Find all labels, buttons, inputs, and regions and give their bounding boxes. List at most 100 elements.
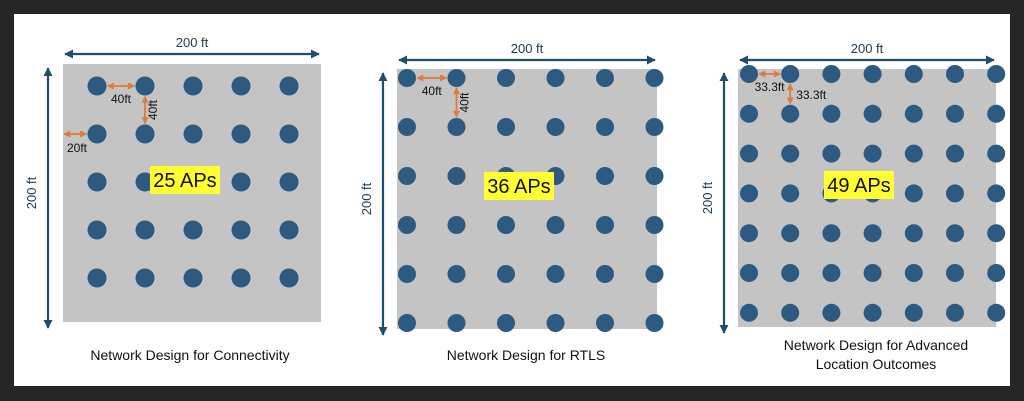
ap-dot <box>740 303 758 322</box>
diagram-canvas: 200 ft 200 ft 40ft 40ft 20ft 25 APs Network De… <box>24 35 1006 372</box>
ap-dot <box>946 184 964 203</box>
ap-dot <box>645 314 664 332</box>
ap-dot <box>231 76 251 96</box>
ap-dot <box>781 303 800 322</box>
ap-dot <box>987 224 1006 243</box>
ap-dot <box>645 265 664 283</box>
ap-dot <box>822 65 841 83</box>
ap-dot <box>398 265 416 283</box>
vertical-spacing-label: 40ft <box>146 99 160 120</box>
ap-dot <box>398 314 416 332</box>
ap-dot <box>946 65 964 83</box>
ap-dot <box>87 172 107 192</box>
ap-dot <box>279 220 299 240</box>
ap-dot <box>740 224 758 243</box>
ap-dot <box>740 104 758 123</box>
ap-dot <box>279 172 299 192</box>
ap-dot <box>231 172 251 192</box>
ap-dot <box>447 314 466 332</box>
height-label: 200 ft <box>359 182 374 215</box>
vertical-spacing-label: 40ft <box>458 92 472 113</box>
ap-dot <box>781 224 800 243</box>
ap-dot <box>987 65 1006 83</box>
width-label: 200 ft <box>176 35 209 50</box>
ap-dot <box>279 268 299 288</box>
ap-dot <box>546 265 565 283</box>
ap-dot <box>781 65 800 83</box>
ap-dot <box>183 268 203 288</box>
ap-dot <box>987 303 1006 322</box>
ap-dot <box>946 104 964 123</box>
horizontal-spacing-label: 40ft <box>111 92 132 106</box>
ap-dot <box>87 76 107 96</box>
ap-dot <box>596 216 614 234</box>
panel-advanced-location: 200 ft 200 ft 33.3ft 33.3ft 49 APs Network De… <box>700 41 1006 372</box>
ap-dot <box>279 76 299 96</box>
ap-dot <box>946 264 964 282</box>
ap-dot <box>904 184 923 203</box>
ap-dot <box>135 172 155 192</box>
ap-dot <box>183 124 203 144</box>
ap-dot <box>546 314 565 332</box>
panel-rtls: 200 ft 200 ft 40ft 40ft 36 APs Network Design… <box>359 41 664 363</box>
ap-count-label: 25 APs <box>153 170 216 192</box>
ap-dot <box>497 314 515 332</box>
ap-dot <box>279 124 299 144</box>
ap-dot <box>987 264 1006 282</box>
ap-dot <box>447 118 466 136</box>
ap-dot <box>904 303 923 322</box>
ap-dot <box>398 69 416 87</box>
ap-dot <box>822 104 841 123</box>
ap-count-badge <box>484 172 554 200</box>
ap-dot <box>497 118 515 136</box>
ap-count-label: 49 APs <box>827 175 890 197</box>
ap-dot <box>87 124 107 144</box>
ap-dot <box>596 167 614 185</box>
ap-dot <box>87 268 107 288</box>
ap-dot <box>740 184 758 203</box>
vertical-spacing-label: 33.3ft <box>796 88 827 102</box>
ap-dot <box>398 167 416 185</box>
ap-dot <box>740 65 758 83</box>
horizontal-spacing-label: 33.3ft <box>755 80 786 94</box>
ap-dot <box>946 144 964 163</box>
ap-count-badge <box>150 166 220 194</box>
ap-dot <box>87 220 107 240</box>
ap-dot <box>822 303 841 322</box>
ap-dot <box>596 314 614 332</box>
horizontal-spacing-label: 40ft <box>422 84 443 98</box>
ap-dot <box>447 216 466 234</box>
ap-dot <box>740 264 758 282</box>
ap-dot <box>904 144 923 163</box>
panel-caption: Network Design for RTLS <box>447 347 605 363</box>
ap-dot <box>546 69 565 87</box>
ap-count-label: 36 APs <box>487 176 550 198</box>
ap-dot <box>135 76 155 96</box>
height-label: 200 ft <box>700 181 715 214</box>
ap-dot <box>645 167 664 185</box>
edge-spacing-label: 20ft <box>67 141 88 155</box>
ap-dot <box>781 104 800 123</box>
ap-dot <box>398 118 416 136</box>
ap-dot <box>863 65 882 83</box>
ap-dot <box>546 216 565 234</box>
ap-dot <box>398 216 416 234</box>
ap-dot <box>183 220 203 240</box>
ap-dot <box>447 265 466 283</box>
ap-dot <box>447 167 466 185</box>
ap-dot <box>822 224 841 243</box>
ap-dot <box>781 264 800 282</box>
ap-dot <box>497 69 515 87</box>
ap-dot <box>183 76 203 96</box>
ap-dot <box>946 224 964 243</box>
ap-dot <box>904 224 923 243</box>
ap-dot <box>546 118 565 136</box>
ap-dot <box>863 264 882 282</box>
ap-dot <box>645 118 664 136</box>
ap-dot <box>863 224 882 243</box>
ap-dot <box>231 268 251 288</box>
height-label: 200 ft <box>24 176 39 209</box>
width-label: 200 ft <box>511 41 544 56</box>
ap-dot <box>231 220 251 240</box>
ap-dot <box>904 104 923 123</box>
